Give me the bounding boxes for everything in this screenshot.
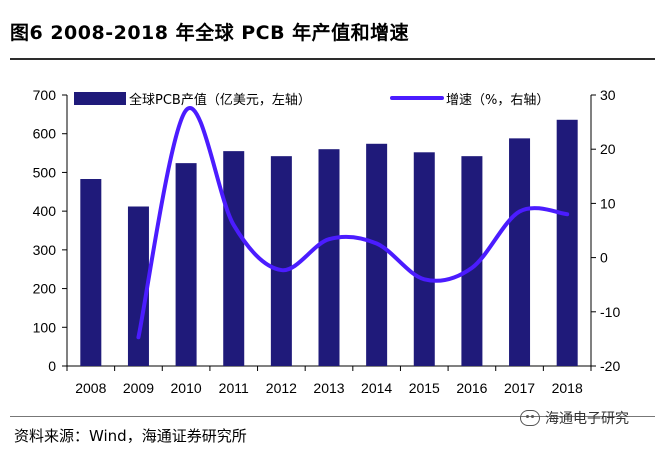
y-left-tick-label: 400 bbox=[33, 203, 57, 219]
title-divider bbox=[10, 58, 655, 60]
bar bbox=[80, 179, 102, 366]
watermark: 海通电子研究 bbox=[520, 408, 629, 428]
bar bbox=[270, 156, 292, 366]
x-tick-label: 2008 bbox=[75, 380, 106, 396]
x-tick-label: 2014 bbox=[361, 380, 392, 396]
legend-bar-label: 全球PCB产值（亿美元，左轴） bbox=[129, 92, 311, 108]
x-tick-label: 2015 bbox=[409, 380, 440, 396]
y-left-tick-label: 500 bbox=[33, 164, 57, 180]
y-right-tick-label: -20 bbox=[600, 358, 620, 374]
y-left-tick-label: 600 bbox=[33, 126, 57, 142]
y-left-tick-label: 300 bbox=[33, 242, 57, 258]
y-right-tick-label: 0 bbox=[600, 250, 608, 266]
x-tick-label: 2018 bbox=[552, 380, 583, 396]
bar bbox=[461, 156, 483, 366]
chart: 0 100 200 300 400 500 600 700 -20 -10 0 10 20 30 2008 2… bbox=[33, 87, 621, 396]
tick-labels: 0 100 200 300 400 500 600 700 -20 -10 0 10 20 30 2008 2… bbox=[33, 87, 621, 396]
bar bbox=[556, 119, 578, 366]
legend-bar-swatch bbox=[74, 92, 126, 105]
line-series bbox=[136, 105, 570, 340]
bar bbox=[366, 143, 388, 366]
bar-series bbox=[80, 119, 578, 366]
bar bbox=[318, 149, 340, 366]
figure-title: 图6 2008-2018 年全球 PCB 年产值和增速 bbox=[10, 22, 410, 44]
bar bbox=[509, 138, 531, 366]
legend: 全球PCB产值（亿美元，左轴） 增速（%，右轴） bbox=[74, 92, 549, 108]
bar bbox=[413, 152, 435, 366]
y-left-tick-label: 0 bbox=[48, 358, 56, 374]
watermark-text: 海通电子研究 bbox=[545, 411, 629, 427]
x-tick-label: 2013 bbox=[313, 380, 344, 396]
bar bbox=[223, 151, 245, 366]
y-right-tick-label: 20 bbox=[600, 141, 616, 157]
bar bbox=[175, 163, 197, 366]
growth-line bbox=[136, 105, 570, 340]
x-tick-label: 2010 bbox=[171, 380, 202, 396]
legend-line-label: 增速（%，右轴） bbox=[446, 93, 549, 108]
y-left-tick-label: 100 bbox=[33, 319, 57, 335]
x-tick-label: 2011 bbox=[219, 380, 249, 396]
source-note: 资料来源：Wind，海通证券研究所 bbox=[14, 427, 247, 445]
y-right-tick-label: -10 bbox=[600, 304, 620, 320]
y-right-tick-label: 10 bbox=[600, 195, 616, 211]
y-right-tick-label: 30 bbox=[600, 87, 616, 103]
wechat-icon bbox=[520, 410, 540, 426]
x-tick-label: 2017 bbox=[504, 380, 535, 396]
y-left-tick-label: 700 bbox=[33, 87, 57, 103]
x-tick-label: 2016 bbox=[456, 380, 487, 396]
x-tick-label: 2009 bbox=[123, 380, 154, 396]
y-left-tick-label: 200 bbox=[33, 281, 57, 297]
footer-divider bbox=[10, 416, 655, 417]
x-tick-label: 2012 bbox=[266, 380, 297, 396]
bar bbox=[127, 206, 149, 366]
